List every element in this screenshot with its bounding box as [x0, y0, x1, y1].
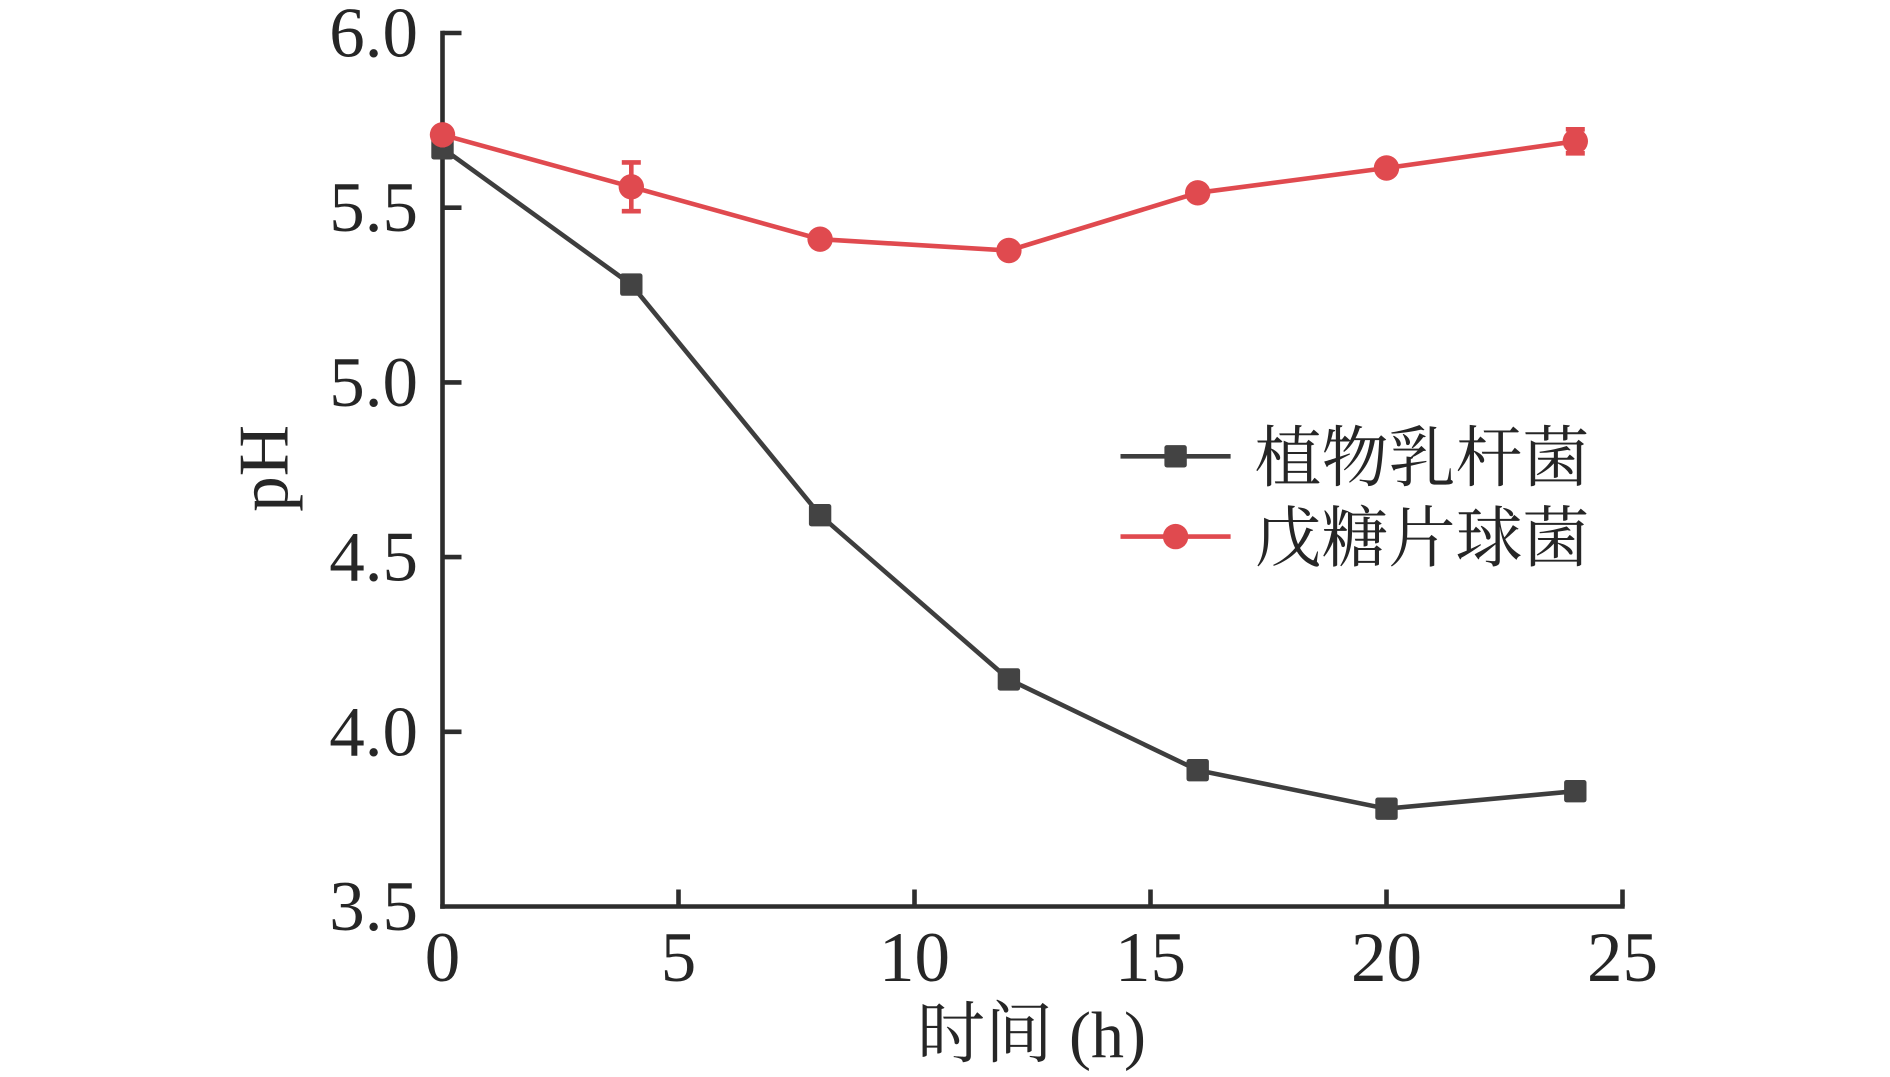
- svg-text:25: 25: [1587, 919, 1658, 997]
- svg-text:5.0: 5.0: [329, 344, 418, 422]
- svg-text:(h): (h): [1069, 999, 1146, 1072]
- svg-text:3.5: 3.5: [329, 868, 418, 946]
- svg-text:5: 5: [661, 919, 697, 997]
- svg-text:20: 20: [1351, 919, 1422, 997]
- svg-text:0: 0: [425, 919, 461, 997]
- svg-text:15: 15: [1115, 919, 1186, 997]
- svg-text:pH: pH: [226, 425, 304, 512]
- svg-text:10: 10: [879, 919, 950, 997]
- svg-text:5.5: 5.5: [329, 169, 418, 247]
- svg-text:4.5: 4.5: [329, 519, 418, 597]
- svg-text:4.0: 4.0: [329, 693, 418, 771]
- svg-text:6.0: 6.0: [329, 0, 418, 73]
